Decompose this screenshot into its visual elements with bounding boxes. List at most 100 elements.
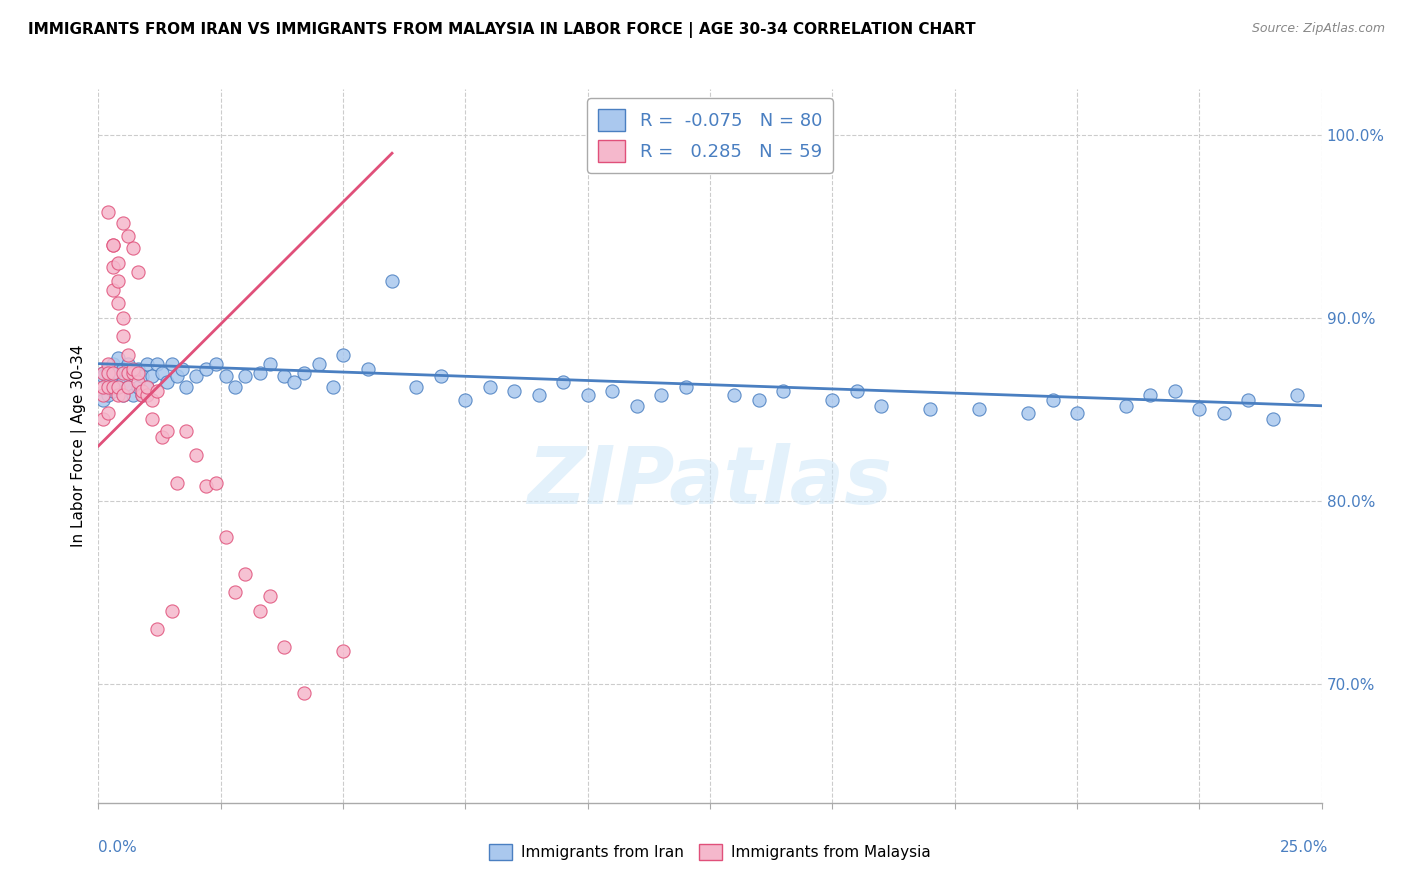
- Point: [845, 384, 868, 398]
- Point: [91, 411, 114, 425]
- Text: 25.0%: 25.0%: [1281, 840, 1329, 855]
- Point: [1212, 406, 1234, 420]
- Point: [107, 388, 129, 402]
- Point: [478, 380, 501, 394]
- Point: [97, 380, 120, 394]
- Point: [111, 329, 134, 343]
- Point: [292, 366, 315, 380]
- Point: [107, 380, 129, 394]
- Legend: Immigrants from Iran, Immigrants from Malaysia: Immigrants from Iran, Immigrants from Ma…: [482, 838, 938, 866]
- Point: [527, 388, 550, 402]
- Point: [97, 362, 120, 376]
- Point: [454, 393, 477, 408]
- Point: [101, 369, 124, 384]
- Point: [107, 366, 129, 380]
- Point: [650, 388, 672, 402]
- Point: [136, 380, 159, 394]
- Point: [156, 425, 179, 439]
- Point: [332, 347, 354, 361]
- Point: [131, 388, 153, 402]
- Point: [127, 362, 149, 376]
- Point: [675, 380, 697, 394]
- Point: [160, 604, 183, 618]
- Point: [176, 425, 198, 439]
- Point: [166, 475, 188, 490]
- Point: [146, 384, 169, 398]
- Point: [1286, 388, 1309, 402]
- Point: [273, 369, 295, 384]
- Point: [101, 260, 124, 274]
- Point: [259, 589, 281, 603]
- Point: [117, 228, 139, 243]
- Point: [233, 369, 256, 384]
- Point: [1188, 402, 1211, 417]
- Point: [723, 388, 745, 402]
- Point: [233, 567, 256, 582]
- Point: [1042, 393, 1064, 408]
- Point: [101, 380, 124, 394]
- Point: [259, 357, 281, 371]
- Point: [967, 402, 990, 417]
- Point: [195, 479, 218, 493]
- Point: [870, 399, 893, 413]
- Point: [111, 366, 134, 380]
- Point: [195, 362, 218, 376]
- Point: [107, 380, 129, 394]
- Point: [332, 644, 354, 658]
- Point: [150, 366, 173, 380]
- Point: [141, 411, 163, 425]
- Point: [626, 399, 648, 413]
- Point: [600, 384, 623, 398]
- Point: [186, 448, 208, 462]
- Point: [748, 393, 770, 408]
- Point: [224, 380, 246, 394]
- Point: [121, 388, 143, 402]
- Point: [146, 357, 169, 371]
- Point: [1139, 388, 1161, 402]
- Point: [576, 388, 599, 402]
- Point: [111, 388, 134, 402]
- Point: [117, 366, 139, 380]
- Point: [146, 622, 169, 636]
- Point: [214, 531, 236, 545]
- Point: [141, 393, 163, 408]
- Point: [111, 310, 134, 325]
- Point: [136, 380, 159, 394]
- Point: [356, 362, 378, 376]
- Point: [249, 604, 271, 618]
- Text: IMMIGRANTS FROM IRAN VS IMMIGRANTS FROM MALAYSIA IN LABOR FORCE | AGE 30-34 CORR: IMMIGRANTS FROM IRAN VS IMMIGRANTS FROM …: [28, 22, 976, 38]
- Point: [91, 369, 114, 384]
- Point: [131, 369, 153, 384]
- Point: [111, 362, 134, 376]
- Point: [91, 366, 114, 380]
- Point: [136, 357, 159, 371]
- Point: [1066, 406, 1088, 420]
- Point: [772, 384, 794, 398]
- Point: [101, 366, 124, 380]
- Point: [127, 265, 149, 279]
- Point: [156, 375, 179, 389]
- Point: [553, 375, 575, 389]
- Point: [91, 388, 114, 402]
- Point: [101, 357, 124, 371]
- Point: [111, 216, 134, 230]
- Point: [117, 347, 139, 361]
- Point: [920, 402, 942, 417]
- Point: [97, 375, 120, 389]
- Point: [91, 380, 114, 394]
- Point: [150, 430, 173, 444]
- Text: 0.0%: 0.0%: [98, 840, 138, 855]
- Point: [308, 357, 330, 371]
- Point: [273, 640, 295, 655]
- Point: [107, 296, 129, 310]
- Point: [127, 380, 149, 394]
- Point: [117, 380, 139, 394]
- Point: [205, 357, 228, 371]
- Point: [121, 241, 143, 255]
- Point: [97, 366, 120, 380]
- Point: [1017, 406, 1039, 420]
- Point: [121, 366, 143, 380]
- Point: [503, 384, 526, 398]
- Point: [91, 393, 114, 408]
- Point: [127, 375, 149, 389]
